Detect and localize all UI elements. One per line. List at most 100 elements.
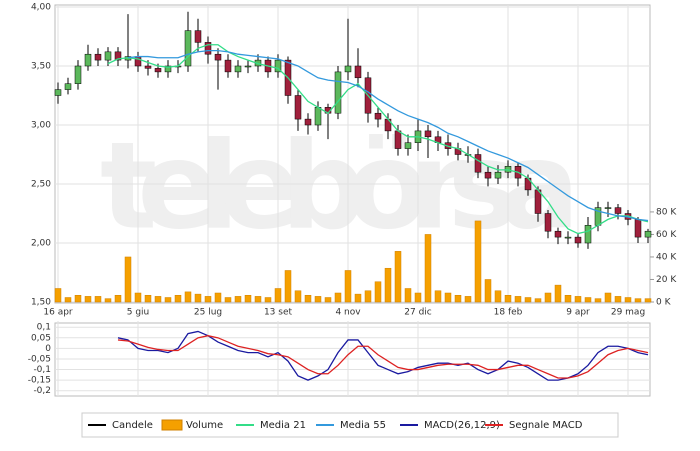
x-tick-label: 25 lug [194,308,222,318]
y-tick-label: 0 [45,344,51,354]
volume-bar [224,297,232,303]
y-tick-label: -0,05 [28,354,51,364]
volume-bar [84,296,92,303]
y2-tick-label: 80 K [656,207,677,217]
volume-bar [304,294,312,303]
volume-bar [134,292,142,303]
line [107,44,649,235]
candle-body [134,56,142,67]
volume-bar [194,293,202,303]
volume-bar [424,234,432,303]
line [127,50,649,222]
y-tick-label: -0,1 [33,365,51,375]
volume-bar [614,296,622,303]
volume-bar [444,292,452,303]
volume-bar [244,294,252,303]
volume-bar [204,296,212,303]
candle-body [234,65,242,73]
candle-body [344,65,352,73]
y2-tick-label: 60 K [656,230,677,240]
y-tick-label: 2,00 [31,239,51,249]
volume-bar [604,292,612,303]
candle-body [374,112,382,120]
legend-label: Candele [112,420,153,431]
candle-body [334,71,342,114]
candle-body [64,83,72,90]
volume-bar [54,288,62,303]
volume-bar [484,279,492,303]
candle-body [84,53,92,67]
candle-body [154,68,162,73]
legend-label: Volume [186,420,223,431]
line [117,330,649,381]
volume-bar [164,297,172,303]
candle-body [584,225,592,244]
macd-panel [54,322,651,397]
candle-body [544,213,552,232]
y-tick-label: -0,15 [28,376,51,386]
x-tick-label: 16 apr [43,308,73,318]
legend-label: Media 21 [260,420,306,431]
candle-body [74,65,82,84]
candle-body [194,30,202,43]
main-panel [54,4,651,304]
volume-bar [174,294,182,303]
volume-bar [234,296,242,303]
candle-body [274,59,282,73]
volume-bar [474,220,482,303]
x-tick-label: 29 mag [611,308,645,318]
candle-body [224,59,232,73]
line [117,335,649,379]
y2-tick-label: 0 K [656,298,672,308]
volume-bar [574,296,582,303]
volume-bar [554,284,562,303]
candle-body [424,130,432,138]
candle-body [614,207,622,214]
watermark: telebörsa [100,118,580,257]
volume-bar [454,294,462,303]
y-tick-label: 0,05 [31,333,51,343]
candle-body [564,236,572,239]
volume-bar [294,290,302,303]
y-tick-label: 0,1 [37,323,51,333]
candle-body [204,42,212,55]
volume-bar [434,290,442,303]
volume-bar [254,296,262,303]
volume-bar [384,267,392,303]
candle-body [534,189,542,214]
volume-bar [334,292,342,303]
candle-body [554,230,562,238]
volume-bar [104,298,112,303]
volume-bar [264,297,272,303]
volume-bar [464,296,472,303]
y-tick-label: -0,2 [33,386,51,396]
volume-bar [594,298,602,303]
volume-bar [114,294,122,303]
candle-body [244,65,252,68]
candle-body [114,51,122,61]
legend-label: Segnale MACD [509,420,583,431]
candle-body [54,89,62,96]
volume-bar [584,297,592,303]
candle-body [104,51,112,61]
volume-bar [564,294,572,303]
y2-tick-label: 40 K [656,252,677,262]
volume-bar [154,296,162,303]
y-tick-label: 4,00 [31,3,51,13]
volume-bar [324,297,332,303]
candle-body [164,65,172,73]
candle-body [494,171,502,179]
y-tick-label: 3,50 [31,62,51,72]
candle-body [94,53,102,61]
candle-body [634,219,642,238]
candle-body [394,130,402,149]
volume-bar [634,298,642,303]
volume-bar [274,288,282,303]
volume-bar [144,294,152,303]
y-tick-label: 2,50 [31,180,51,190]
candle-body [354,65,362,79]
volume-bar [214,292,222,303]
candle-body [144,65,152,69]
volume-bar [184,291,192,303]
